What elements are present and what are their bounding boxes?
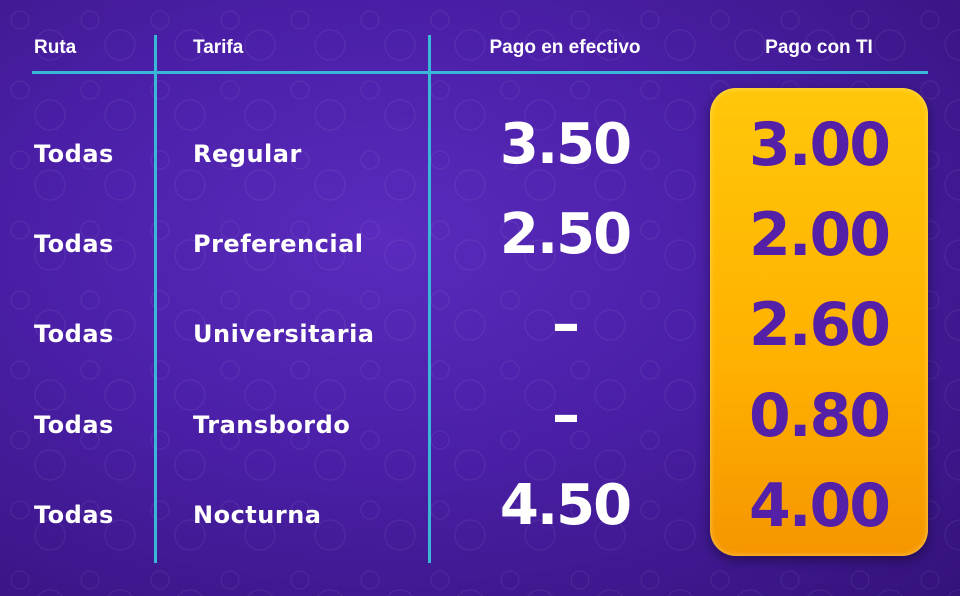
ti-price: 2.60 bbox=[748, 290, 891, 360]
cash-price: – bbox=[552, 292, 580, 357]
header-cash: Pago en efectivo bbox=[489, 37, 641, 58]
fare-cell: Preferencial bbox=[193, 230, 364, 258]
route-cell: Todas bbox=[34, 230, 114, 258]
route-cell: Todas bbox=[34, 320, 114, 348]
header-divider bbox=[32, 71, 928, 74]
header-fare: Tarifa bbox=[193, 37, 244, 58]
route-cell: Todas bbox=[34, 411, 114, 439]
ti-highlight-box bbox=[710, 88, 928, 556]
cash-price: 4.50 bbox=[499, 473, 632, 538]
cash-price: 3.50 bbox=[499, 112, 632, 177]
column-divider bbox=[428, 35, 431, 563]
column-divider bbox=[154, 35, 157, 563]
fare-cell: Nocturna bbox=[193, 501, 322, 529]
ti-price: 0.80 bbox=[748, 381, 891, 451]
cash-price: – bbox=[552, 383, 580, 448]
route-cell: Todas bbox=[34, 140, 114, 168]
ti-price: 3.00 bbox=[748, 110, 891, 180]
fare-cell: Transbordo bbox=[193, 411, 351, 439]
header-route: Ruta bbox=[34, 37, 77, 58]
fare-cell: Universitaria bbox=[193, 320, 375, 348]
header-ti: Pago con TI bbox=[765, 37, 873, 58]
cash-price: 2.50 bbox=[499, 202, 632, 267]
fare-cell: Regular bbox=[193, 140, 302, 168]
ti-price: 2.00 bbox=[748, 200, 891, 270]
route-cell: Todas bbox=[34, 501, 114, 529]
ti-price: 4.00 bbox=[748, 471, 891, 541]
